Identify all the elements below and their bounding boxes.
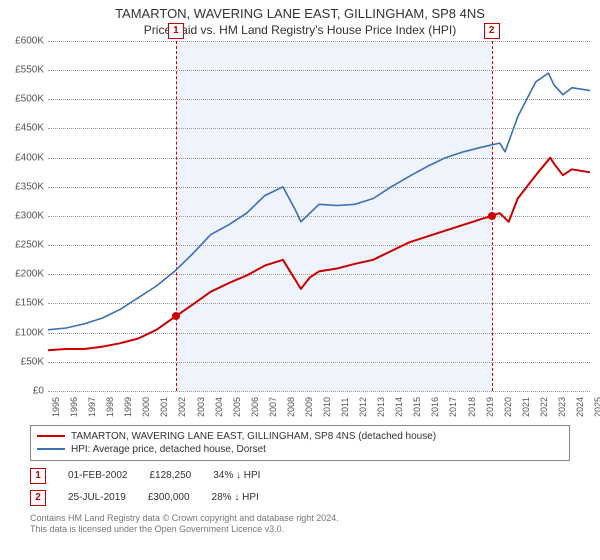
chart-title: TAMARTON, WAVERING LANE EAST, GILLINGHAM… — [0, 0, 600, 23]
chart-plot-area: £0£50K£100K£150K£200K£250K£300K£350K£400… — [48, 41, 590, 391]
marker-date: 25-JUL-2019 — [68, 492, 126, 503]
footer-line: Contains HM Land Registry data © Crown c… — [30, 513, 570, 524]
marker-delta: 28% ↓ HPI — [212, 492, 259, 503]
marker-delta: 34% ↓ HPI — [213, 470, 260, 481]
chart-container: TAMARTON, WAVERING LANE EAST, GILLINGHAM… — [0, 0, 600, 560]
marker-table-row: 2 25-JUL-2019 £300,000 28% ↓ HPI — [30, 487, 570, 509]
plot-background — [48, 41, 590, 391]
marker-badge: 1 — [30, 468, 46, 484]
footer-line: This data is licensed under the Open Gov… — [30, 524, 570, 535]
marker-badge: 2 — [30, 490, 46, 506]
marker-table-row: 1 01-FEB-2002 £128,250 34% ↓ HPI — [30, 465, 570, 487]
legend-item: HPI: Average price, detached house, Dors… — [37, 443, 563, 456]
x-axis-labels: 1995199619971998199920002001200220032004… — [48, 391, 590, 419]
legend-label: HPI: Average price, detached house, Dors… — [71, 444, 266, 455]
marker-date: 01-FEB-2002 — [68, 470, 127, 481]
marker-table: 1 01-FEB-2002 £128,250 34% ↓ HPI 2 25-JU… — [30, 465, 570, 509]
legend-label: TAMARTON, WAVERING LANE EAST, GILLINGHAM… — [71, 431, 436, 442]
legend: TAMARTON, WAVERING LANE EAST, GILLINGHAM… — [30, 425, 570, 461]
legend-swatch — [37, 435, 65, 437]
chart-subtitle: Price paid vs. HM Land Registry's House … — [0, 23, 600, 41]
marker-price: £128,250 — [149, 470, 191, 481]
footer-attribution: Contains HM Land Registry data © Crown c… — [30, 513, 570, 535]
legend-swatch — [37, 448, 65, 450]
legend-item: TAMARTON, WAVERING LANE EAST, GILLINGHAM… — [37, 430, 563, 443]
marker-price: £300,000 — [148, 492, 190, 503]
